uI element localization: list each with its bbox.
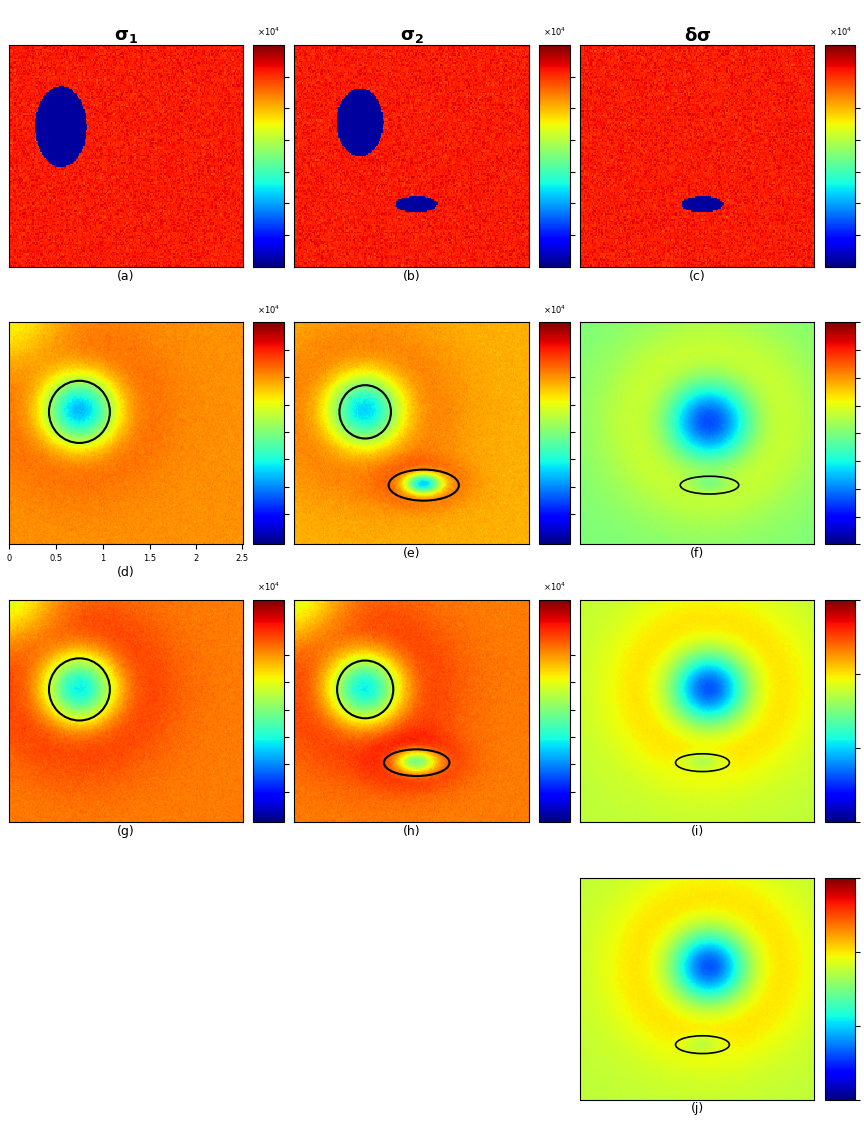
- X-axis label: (e): (e): [403, 548, 420, 560]
- Text: $\times 10^4$: $\times 10^4$: [257, 26, 280, 38]
- X-axis label: (h): (h): [403, 825, 420, 838]
- X-axis label: (d): (d): [117, 565, 135, 579]
- Text: $\times 10^4$: $\times 10^4$: [543, 581, 566, 594]
- X-axis label: (i): (i): [690, 825, 704, 838]
- Text: $\times 10^4$: $\times 10^4$: [543, 303, 566, 315]
- Text: $\times 10^4$: $\times 10^4$: [257, 303, 280, 315]
- X-axis label: (c): (c): [689, 269, 706, 283]
- X-axis label: (g): (g): [117, 825, 135, 838]
- X-axis label: (b): (b): [403, 269, 420, 283]
- Title: $\mathbf{\sigma_2}$: $\mathbf{\sigma_2}$: [399, 27, 423, 45]
- Text: $\times 10^4$: $\times 10^4$: [829, 26, 852, 38]
- X-axis label: (j): (j): [690, 1102, 704, 1115]
- Title: $\mathbf{\sigma_1}$: $\mathbf{\sigma_1}$: [114, 27, 137, 45]
- Title: $\mathbf{\delta\sigma}$: $\mathbf{\delta\sigma}$: [683, 27, 711, 45]
- Text: $\times 10^4$: $\times 10^4$: [543, 26, 566, 38]
- X-axis label: (f): (f): [690, 548, 704, 560]
- X-axis label: (a): (a): [117, 269, 135, 283]
- Text: $\times 10^4$: $\times 10^4$: [257, 581, 280, 594]
